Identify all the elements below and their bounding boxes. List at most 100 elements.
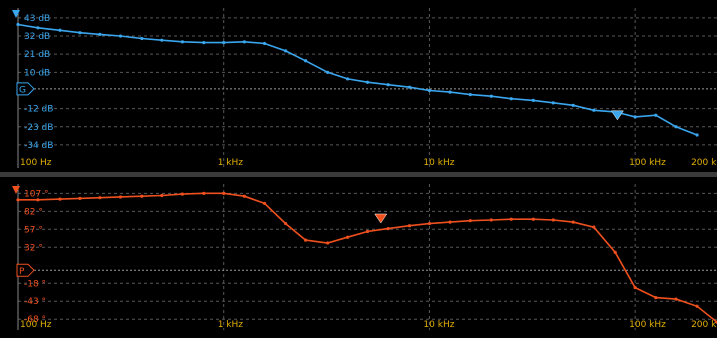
phase-data-point <box>427 221 432 226</box>
phase-data-point <box>303 238 308 242</box>
phase-x-tick-label: 100 kHz <box>629 320 666 330</box>
phase-y-tick-label: -68 ° <box>24 315 46 325</box>
gain-x-tick-label: 10 kHz <box>423 158 454 168</box>
phase-data-point <box>531 217 535 221</box>
phase-data-point <box>468 219 472 223</box>
phase-x-tick-label: 100 Hz <box>20 320 52 330</box>
gain-data-point <box>427 88 432 93</box>
gain-x-tick-label: 100 Hz <box>20 158 52 168</box>
phase-data-point <box>592 225 596 229</box>
gain-x-tick-label: 1 kHz <box>218 158 244 168</box>
phase-data-point <box>654 296 658 300</box>
gain-data-point <box>160 38 164 42</box>
phase-data-point <box>160 193 164 198</box>
gain-data-point <box>365 80 370 84</box>
gain-data-point <box>695 133 699 137</box>
phase-data-point <box>242 194 246 198</box>
gain-data-point <box>571 103 575 107</box>
phase-reference-label: P <box>19 267 25 277</box>
gain-data-point <box>303 59 308 63</box>
gain-data-point <box>242 40 246 44</box>
gain-data-point <box>468 92 472 97</box>
phase-data-point <box>16 198 20 202</box>
gain-data-point <box>674 125 678 129</box>
phase-data-point <box>448 220 452 224</box>
gain-data-point <box>448 90 452 94</box>
phase-data-point <box>695 304 699 308</box>
phase-data-point <box>407 224 412 228</box>
phase-data-point <box>262 201 267 206</box>
gain-y-tick-label: -23 dB <box>24 123 53 133</box>
gain-channel-indicator <box>12 10 20 18</box>
gain-data-point <box>78 31 82 35</box>
gain-data-point <box>118 34 123 38</box>
gain-y-tick-label: -34 dB <box>24 141 53 151</box>
phase-data-point <box>551 218 555 222</box>
gain-data-point <box>262 41 267 46</box>
gain-data-point <box>98 32 102 36</box>
phase-data-point <box>674 297 678 301</box>
phase-plot-panel: 107 ° 82 ° 57 ° 32 ° -18 ° -43 ° -68 ° P 100 Hz 1… <box>12 184 717 330</box>
panel-divider <box>0 172 717 177</box>
phase-data-point <box>284 221 288 226</box>
phase-y-tick-label: 32 ° <box>24 243 43 253</box>
gain-cursor-marker <box>610 110 624 121</box>
gain-series-line <box>17 23 698 136</box>
phase-data-point <box>202 191 206 195</box>
gain-data-point <box>36 26 40 30</box>
gain-data-point <box>386 83 390 87</box>
phase-x-tick-label: 200 kHz <box>691 320 717 330</box>
phase-x-tick-label: 1 kHz <box>218 320 244 330</box>
gain-data-point <box>58 28 62 32</box>
phase-data-point <box>489 218 493 222</box>
gain-y-tick-label: 43 dB <box>24 14 50 24</box>
phase-data-point <box>58 197 62 201</box>
phase-reference-tag <box>16 263 35 277</box>
gain-x-tick-label: 100 kHz <box>629 158 666 168</box>
phase-data-point <box>180 192 185 196</box>
gain-data-point <box>326 70 330 74</box>
gain-x-tick-label: 200 kHz <box>691 158 717 168</box>
phase-data-point <box>98 196 102 200</box>
gain-data-point <box>140 36 144 41</box>
phase-y-tick-label: 57 ° <box>24 225 43 235</box>
phase-x-tick-label: 10 kHz <box>423 320 454 330</box>
phase-data-point <box>613 250 617 254</box>
phase-cursor-marker <box>374 213 388 224</box>
gain-reference-label: G <box>19 85 26 95</box>
gain-y-tick-label: 32 dB <box>24 32 50 42</box>
gain-data-point <box>407 85 412 89</box>
phase-data-point <box>36 198 40 202</box>
phase-data-point <box>78 196 82 200</box>
gain-reference-tag <box>16 82 35 96</box>
gain-y-tick-label: 10 dB <box>24 68 50 78</box>
phase-data-point <box>365 229 370 234</box>
gain-data-point <box>202 41 206 45</box>
gain-y-tick-label: 21 dB <box>24 50 50 60</box>
phase-data-point <box>118 195 123 199</box>
gain-data-point <box>633 115 637 119</box>
phase-y-tick-label: 107 ° <box>24 189 49 199</box>
phase-data-point <box>345 235 350 239</box>
gain-data-point <box>284 49 288 53</box>
phase-y-tick-label: -18 ° <box>24 279 46 289</box>
phase-data-point <box>386 226 390 231</box>
gain-data-point <box>551 101 555 105</box>
gain-data-point <box>222 41 226 45</box>
gain-data-point <box>531 98 535 102</box>
gain-y-tick-label: -12 dB <box>24 105 53 115</box>
phase-data-point <box>633 285 637 290</box>
gain-plot-panel: 43 dB 32 dB 21 dB 10 dB -12 dB -23 dB -34 dB G 1… <box>12 8 717 168</box>
gain-data-point <box>654 113 658 117</box>
phase-data-point <box>571 220 575 224</box>
phase-data-point <box>222 191 226 195</box>
phase-data-point <box>509 217 513 221</box>
gain-data-point <box>509 97 513 101</box>
gain-data-point <box>489 94 493 98</box>
phase-y-tick-label: 82 ° <box>24 207 43 217</box>
gain-data-point <box>592 108 596 112</box>
phase-data-point <box>326 241 330 245</box>
phase-y-tick-label: -43 ° <box>24 297 46 307</box>
